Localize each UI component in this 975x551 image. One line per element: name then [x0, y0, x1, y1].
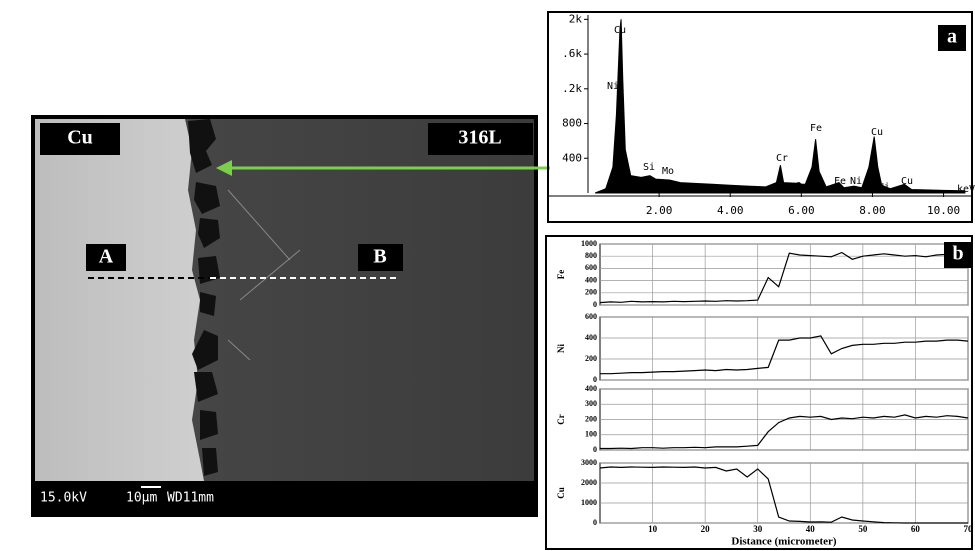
y-tick-label: 800	[562, 117, 582, 130]
peak-label: Ni	[607, 81, 619, 92]
y-tick-label: 0	[593, 375, 597, 384]
x-tick-label: 8.00	[859, 204, 886, 217]
y-tick-label: 600	[585, 263, 597, 272]
y-tick-label: 2000	[581, 478, 597, 487]
scan-line	[600, 467, 968, 523]
phase-label: 316L	[458, 127, 501, 149]
peak-label: Si	[643, 162, 655, 173]
y-axis-label: Cr	[556, 414, 566, 425]
x-tick-label: 10	[648, 524, 658, 534]
phase-label: Cu	[67, 127, 93, 149]
y-axis-label: Fe	[556, 270, 566, 280]
x-tick-label: 40	[806, 524, 816, 534]
info-text: 15.0kV	[40, 491, 87, 506]
peak-label: Ni	[878, 182, 890, 193]
y-tick-label: 300	[585, 399, 597, 408]
x-tick-label: 4.00	[717, 204, 744, 217]
y-tick-label: 800	[585, 251, 597, 260]
y-tick-label: 200	[585, 414, 597, 423]
panel-label: a	[947, 26, 957, 48]
x-tick-label: 6.00	[788, 204, 815, 217]
y-tick-label: 2k	[569, 12, 583, 25]
peak-label: Fe	[810, 123, 822, 134]
copper-region	[35, 119, 204, 481]
y-tick-label: 400	[585, 275, 597, 284]
x-tick-label: 50	[858, 524, 868, 534]
y-tick-label: 1000	[581, 498, 597, 507]
x-tick-label: 70	[964, 524, 974, 534]
peak-label: Cr	[795, 181, 807, 192]
peak-label: Cu	[901, 176, 913, 187]
scan-line	[600, 253, 968, 303]
plot-frame	[600, 317, 968, 380]
y-tick-label: 3000	[581, 458, 597, 467]
y-tick-label: 600	[585, 312, 597, 321]
info-text: 10µm	[126, 491, 157, 506]
peak-label: Cu	[614, 25, 626, 36]
point-label: A	[99, 246, 114, 268]
x-tick-label: 20	[701, 524, 711, 534]
y-tick-label: 200	[585, 354, 597, 363]
y-tick-label: 400	[585, 333, 597, 342]
y-tick-label: 400	[562, 151, 582, 164]
y-tick-label: 0	[593, 445, 597, 454]
x-tick-label: 2.00	[646, 204, 673, 217]
y-tick-label: .2k	[562, 82, 582, 95]
y-tick-label: 0	[593, 300, 597, 309]
y-axis-label: Ni	[556, 344, 566, 353]
info-text: WD11mm	[167, 491, 214, 506]
y-tick-label: .6k	[562, 47, 582, 60]
peak-label: Mo	[662, 166, 674, 177]
peak-label: Fe	[834, 176, 846, 187]
plot-frame	[600, 463, 968, 523]
y-tick-label: 200	[585, 288, 597, 297]
point-label: B	[373, 246, 386, 268]
y-tick-label: 100	[585, 430, 597, 439]
sem-image: Cu 316L A B 15.0kV 10µm WD11mm	[31, 115, 538, 517]
panel-label: b	[952, 243, 963, 265]
x-tick-label: 60	[911, 524, 921, 534]
x-tick-label: 10.00	[927, 204, 960, 217]
y-axis-label: Cu	[556, 487, 566, 499]
y-tick-label: 0	[593, 518, 597, 527]
scan-line	[600, 336, 968, 374]
scan-line	[600, 415, 968, 449]
y-tick-label: 400	[585, 384, 597, 393]
x-axis-label: Distance (micrometer)	[731, 536, 836, 548]
linescan-frame	[546, 236, 972, 549]
peak-label: Cu	[871, 127, 883, 138]
figure: Cu 316L A B 15.0kV 10µm WD11mm 400800.2k…	[0, 0, 975, 551]
page: Cu 316L A B 15.0kV 10µm WD11mm 400800.2k…	[0, 0, 975, 551]
plot-frame	[600, 244, 968, 305]
x-tick-label: 30	[753, 524, 763, 534]
y-tick-label: 1000	[581, 239, 597, 248]
peak-label: Ni	[850, 176, 862, 187]
peak-label: Cr	[776, 153, 788, 164]
